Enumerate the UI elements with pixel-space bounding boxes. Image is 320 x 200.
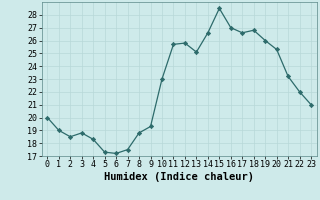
X-axis label: Humidex (Indice chaleur): Humidex (Indice chaleur) [104,172,254,182]
